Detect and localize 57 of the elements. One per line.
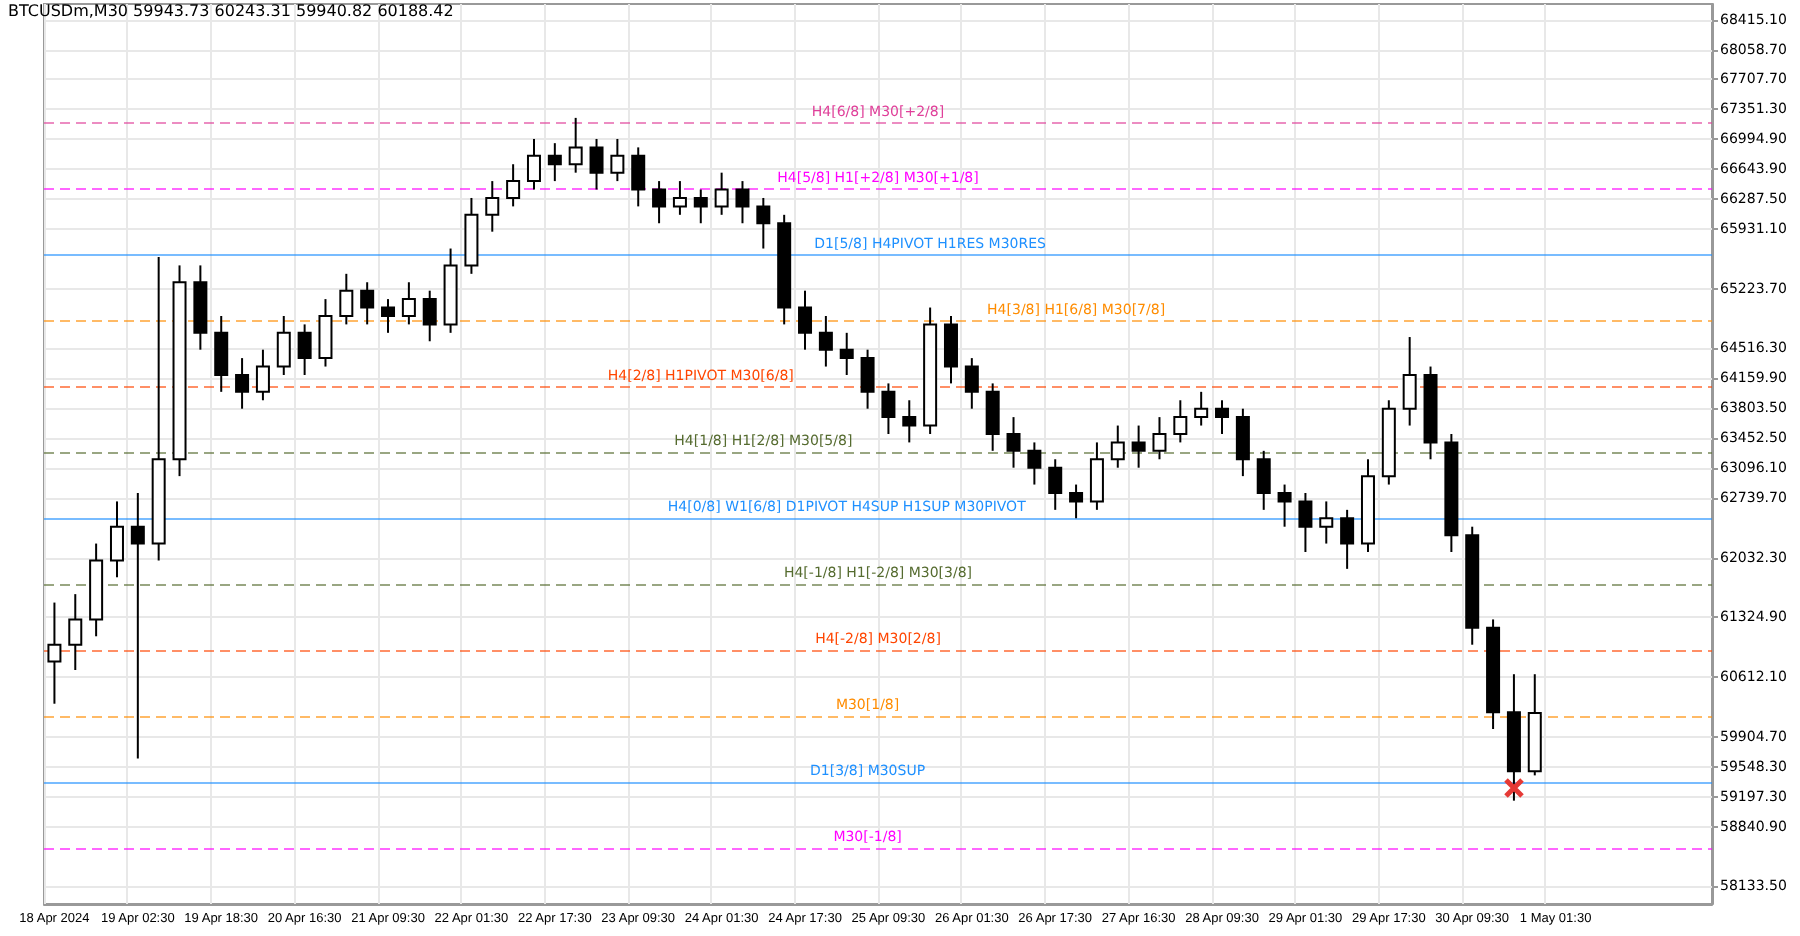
candlestick	[318, 298, 333, 368]
candlestick	[1006, 416, 1021, 469]
candlestick	[652, 180, 667, 225]
candlestick	[985, 382, 1000, 452]
candlestick	[693, 188, 708, 225]
candlestick	[1256, 449, 1271, 511]
candlestick	[339, 272, 354, 326]
candlestick	[547, 142, 562, 183]
candlestick	[360, 281, 375, 326]
candlestick	[1110, 424, 1125, 469]
candlestick	[1319, 500, 1334, 545]
candlestick	[943, 314, 958, 385]
candlestick	[1131, 424, 1146, 469]
candlestick	[47, 601, 62, 705]
candlestick	[526, 137, 541, 191]
candlestick	[1215, 399, 1230, 435]
candlestick	[401, 281, 416, 326]
candlestick	[1089, 441, 1104, 511]
candlestick	[1194, 390, 1209, 427]
candlestick	[631, 146, 646, 208]
candlestick	[68, 593, 83, 671]
candlestick	[381, 298, 396, 334]
candlestick	[610, 137, 625, 183]
candlestick	[881, 382, 896, 435]
candlestick	[964, 357, 979, 410]
candlestick	[798, 289, 813, 351]
candlestick	[130, 491, 145, 760]
candlestick	[1027, 441, 1042, 486]
candlestick	[1402, 336, 1417, 427]
candlestick	[1152, 416, 1167, 461]
candlestick	[818, 314, 833, 368]
candlestick	[1235, 407, 1250, 478]
candlestick	[860, 348, 875, 410]
candlestick	[1048, 458, 1063, 511]
candlestick	[756, 196, 771, 250]
candlestick	[1277, 483, 1292, 528]
chart-title: BTCUSDm,M30 59943.73 60243.31 59940.82 60188.42	[8, 2, 454, 20]
candlestick	[735, 180, 750, 225]
candlestick	[1069, 483, 1084, 520]
candlestick	[214, 314, 229, 393]
candlestick	[568, 116, 583, 174]
candlestick	[714, 171, 729, 216]
candlestick	[839, 331, 854, 376]
candlestick	[422, 289, 437, 343]
candlestick	[297, 323, 312, 376]
candlestick	[1173, 399, 1188, 444]
candlestick	[902, 399, 917, 444]
candlestick	[235, 357, 250, 410]
candlestick	[672, 180, 687, 216]
candlestick	[276, 314, 291, 376]
candlestick	[1340, 508, 1355, 570]
candlestick	[485, 180, 500, 233]
candlestick	[255, 348, 270, 402]
candlestick	[589, 137, 604, 191]
candlestick	[1298, 491, 1313, 553]
candlestick	[109, 500, 124, 579]
candlestick	[506, 163, 521, 208]
